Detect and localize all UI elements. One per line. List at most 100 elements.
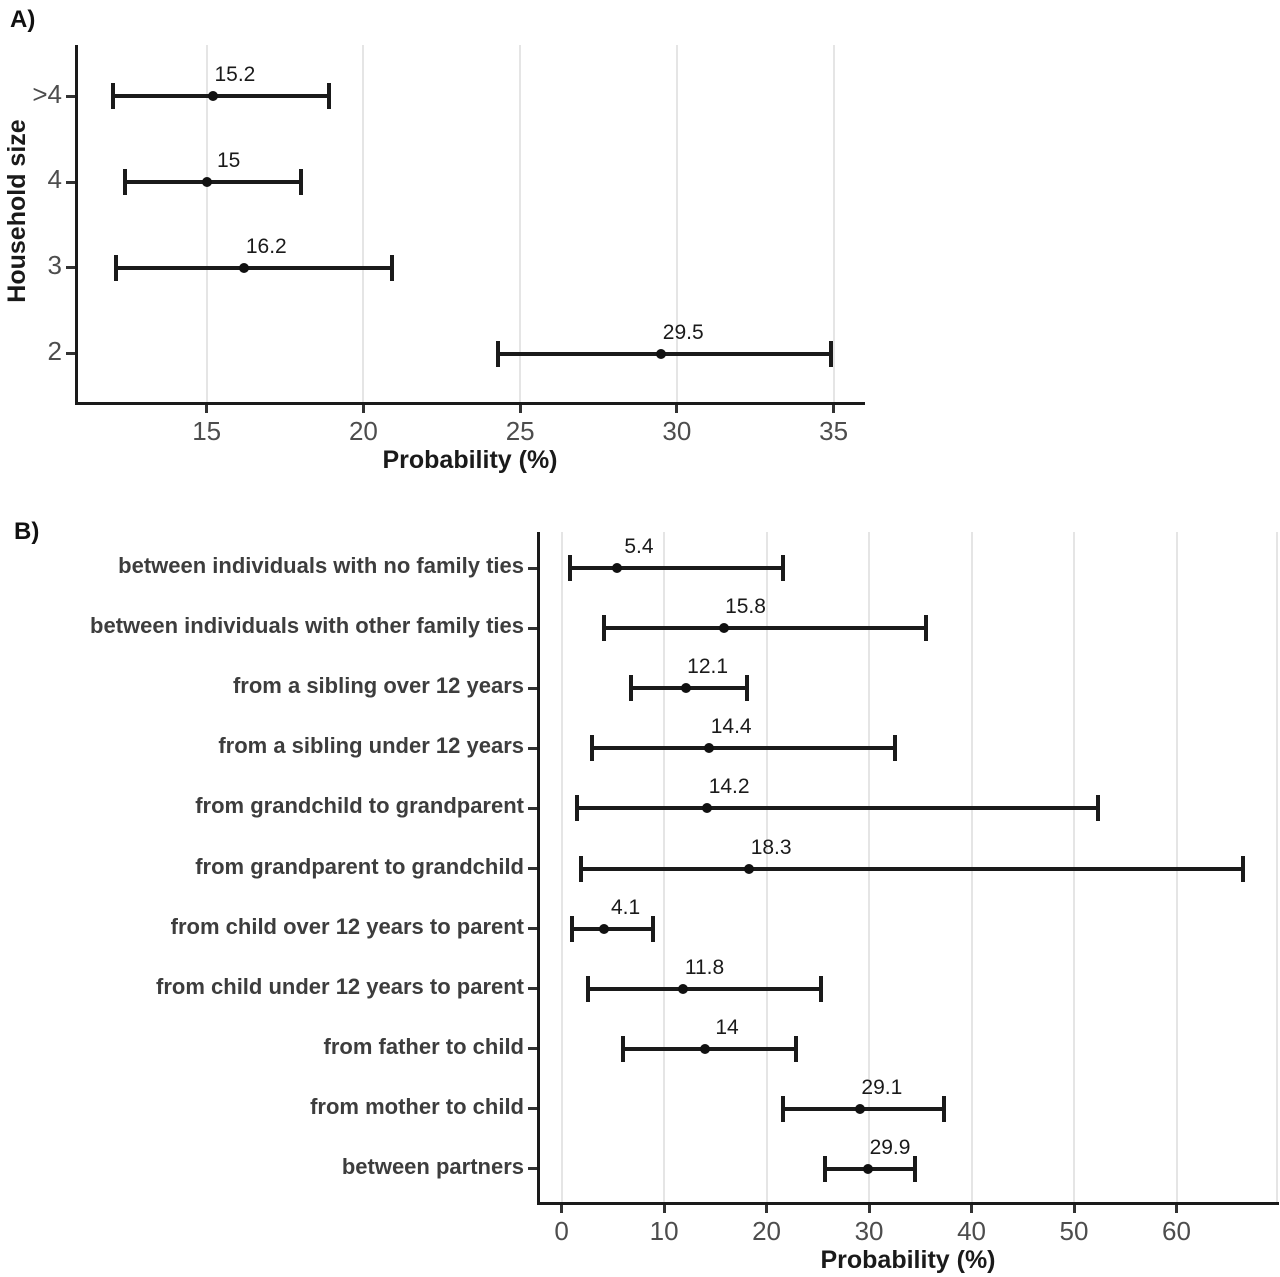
point-estimate <box>677 983 688 994</box>
x-tick <box>675 405 679 413</box>
x-tick-label: 0 <box>554 1216 569 1246</box>
ci-cap-right <box>780 555 785 582</box>
gridline <box>362 45 365 405</box>
value-label: 11.8 <box>684 955 725 979</box>
gridline <box>205 45 208 405</box>
category-label: from child under 12 years to parent <box>156 973 524 999</box>
category-label: from a sibling under 12 years <box>218 733 524 759</box>
x-tick <box>832 405 836 413</box>
panel-a-x-axis-title: Probability (%) <box>382 446 558 474</box>
value-label: 14.2 <box>708 775 750 799</box>
x-tick <box>765 1205 769 1213</box>
x-tick-label: 25 <box>505 416 535 446</box>
y-tick <box>528 566 537 570</box>
ci-cap-left <box>621 1035 626 1062</box>
category-label: >4 <box>32 78 62 109</box>
error-bar <box>592 746 895 751</box>
value-label: 29.9 <box>869 1135 911 1159</box>
error-bar <box>115 265 392 270</box>
category-label: 4 <box>47 164 62 195</box>
y-tick <box>528 626 537 630</box>
ci-cap-left <box>586 975 591 1002</box>
point-estimate <box>744 863 755 874</box>
ci-cap-left <box>579 855 584 882</box>
value-label: 14.4 <box>710 715 752 739</box>
error-bar <box>603 626 927 631</box>
ci-cap-right <box>326 83 331 110</box>
ci-cap-right <box>1095 795 1100 822</box>
y-tick <box>528 927 537 931</box>
point-estimate <box>702 803 713 814</box>
gridline <box>832 45 835 405</box>
category-label: from grandparent to grandchild <box>195 853 524 879</box>
y-tick <box>528 1167 537 1171</box>
x-tick-label: 15 <box>192 416 222 446</box>
category-label: between individuals with other family ti… <box>90 613 524 639</box>
y-axis-line <box>537 532 540 1205</box>
x-tick <box>205 405 209 413</box>
panel-b-plot-area: 0 10 20 30 40 50 60 between individuals with no… <box>90 532 1279 1246</box>
point-estimate <box>718 623 729 634</box>
point-estimate <box>207 91 218 102</box>
y-tick <box>528 1107 537 1111</box>
x-tick-label: 35 <box>819 416 849 446</box>
ci-cap-left <box>113 254 118 281</box>
x-tick-label: 20 <box>348 416 378 446</box>
y-tick <box>528 686 537 690</box>
error-bar <box>588 986 821 991</box>
point-estimate <box>700 1043 711 1054</box>
category-label: from mother to child <box>310 1093 524 1119</box>
y-axis-line <box>75 45 78 405</box>
value-label: 15 <box>216 149 241 173</box>
ci-cap-left <box>601 615 606 642</box>
point-estimate <box>863 1163 874 1174</box>
category-label: between individuals with no family ties <box>118 553 524 579</box>
value-label: 15.8 <box>725 595 766 619</box>
x-axis-line <box>537 1202 1279 1205</box>
ci-cap-right <box>1241 855 1246 882</box>
point-estimate <box>656 348 667 359</box>
ci-cap-left <box>569 915 574 942</box>
x-axis-line <box>75 402 865 405</box>
category-label: between partners <box>341 1153 524 1179</box>
ci-cap-right <box>389 254 394 281</box>
ci-cap-left <box>780 1095 785 1122</box>
y-tick <box>66 180 75 184</box>
y-tick <box>66 94 75 98</box>
x-tick <box>1072 1205 1076 1213</box>
panel-a-plot-area: 15 20 25 30 35 >4 15.2 4 15 3 16.2 2 29.5 <box>32 45 865 446</box>
ci-cap-right <box>745 675 750 702</box>
ci-cap-left <box>590 735 595 762</box>
x-tick-label: 60 <box>1162 1216 1191 1246</box>
panel-b-x-axis-title: Probability (%) <box>820 1246 996 1274</box>
category-label: 2 <box>47 335 62 366</box>
gridline <box>560 532 563 1205</box>
ci-cap-right <box>913 1155 918 1182</box>
error-bar <box>576 806 1098 811</box>
category-label: from father to child <box>323 1033 524 1059</box>
ci-cap-right <box>818 975 823 1002</box>
x-tick <box>970 1205 974 1213</box>
point-estimate <box>598 923 609 934</box>
ci-cap-right <box>941 1095 946 1122</box>
point-estimate <box>704 743 715 754</box>
x-tick <box>361 405 365 413</box>
point-estimate <box>854 1103 865 1114</box>
x-tick-label: 30 <box>662 416 692 446</box>
value-label: 16.2 <box>245 234 287 258</box>
y-tick <box>528 867 537 870</box>
value-label: 14 <box>715 1015 739 1039</box>
value-label: 18.3 <box>750 835 792 859</box>
panel-b-label: B) <box>14 518 40 545</box>
y-tick <box>528 806 537 810</box>
category-label: from grandchild to grandparent <box>195 793 524 819</box>
point-estimate <box>611 563 622 574</box>
error-bar <box>112 94 329 99</box>
x-tick-label: 40 <box>957 1216 986 1246</box>
panel-a-label: A) <box>10 6 36 33</box>
ci-cap-left <box>567 555 572 582</box>
category-label: 3 <box>47 250 62 281</box>
y-tick <box>528 746 537 750</box>
ci-cap-right <box>828 340 833 367</box>
